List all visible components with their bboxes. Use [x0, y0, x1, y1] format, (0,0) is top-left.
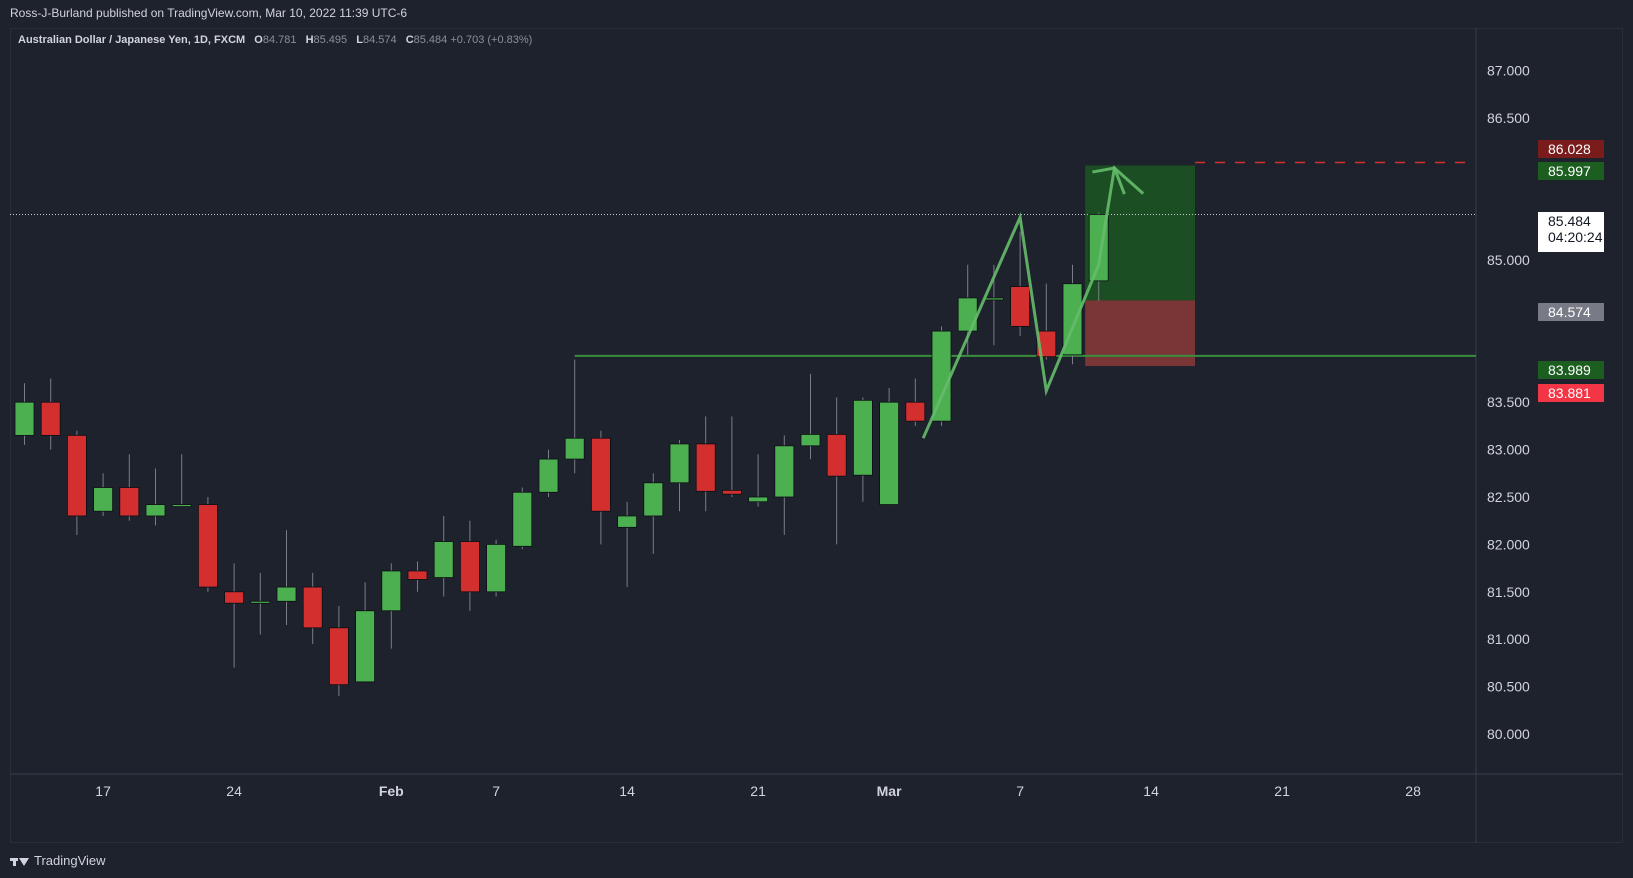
x-tick-label: 17	[95, 783, 111, 799]
x-tick-label: 24	[226, 783, 242, 799]
low-label: L	[356, 34, 363, 46]
candlestick-chart[interactable]: 87.000 86.500 85.000 83.500 83.000 82.500 82.0…	[10, 28, 1623, 843]
chart-frame	[10, 28, 1623, 843]
x-tick-label: 7	[1016, 783, 1024, 799]
last-price-value: 85.484	[1548, 213, 1591, 229]
y-tick-label: 86.500	[1487, 110, 1530, 126]
open-label: O	[254, 34, 263, 46]
y-tick-label: 81.000	[1487, 631, 1530, 647]
candle-body	[957, 297, 978, 332]
candle-body	[931, 330, 952, 422]
candle-body	[433, 541, 454, 578]
candle-body	[564, 437, 585, 460]
y-tick-label: 85.000	[1487, 252, 1530, 268]
candle-body	[512, 491, 533, 547]
candle-body	[381, 570, 402, 612]
candle-body	[302, 586, 323, 629]
publisher-line: Ross-J-Burland published on TradingView.…	[10, 6, 408, 20]
candle-body	[486, 544, 507, 593]
footer-brand[interactable]: TradingView	[10, 853, 106, 868]
y-tick-label: 81.500	[1487, 584, 1530, 600]
candle-body	[459, 541, 480, 593]
candle-body	[826, 434, 847, 477]
candle-body	[643, 482, 664, 517]
projection-arrowhead	[1092, 166, 1126, 195]
footer-brand-label: TradingView	[34, 853, 106, 868]
candle-body	[197, 504, 218, 588]
candle-body	[171, 504, 192, 507]
candle-body	[119, 487, 140, 517]
close-label: C	[405, 34, 414, 46]
candle-body	[250, 600, 271, 604]
symbol-title: Australian Dollar / Japanese Yen, 1D, FX…	[18, 34, 246, 46]
candle-body	[328, 627, 349, 686]
candle-body	[800, 434, 821, 447]
x-tick-label: 28	[1405, 783, 1421, 799]
candle-body	[695, 443, 716, 492]
x-tick-label: Mar	[877, 783, 902, 799]
candle-body	[355, 610, 376, 683]
high-label: H	[305, 34, 314, 46]
x-tick-label: 21	[750, 783, 766, 799]
x-tick-label: 14	[1143, 783, 1159, 799]
candle-body	[538, 458, 559, 493]
candle-body	[669, 443, 690, 484]
x-tick-label: Feb	[379, 783, 404, 799]
candle-body	[853, 399, 873, 476]
candle-body	[591, 437, 611, 512]
candle-body	[722, 489, 742, 495]
price-tag-support: 83.989	[1538, 361, 1604, 379]
change-value: +0.703 (+0.83%)	[450, 34, 533, 46]
candle-body	[984, 297, 1004, 301]
candle-body	[40, 401, 61, 436]
y-tick-label: 83.500	[1487, 394, 1530, 410]
x-tick-label: 14	[619, 783, 635, 799]
candle-body	[93, 487, 113, 512]
y-tick-label: 82.500	[1487, 489, 1530, 505]
candle-body	[905, 401, 926, 422]
y-tick-label: 80.000	[1487, 726, 1530, 742]
y-tick-label: 82.000	[1487, 536, 1530, 552]
candle-body	[748, 496, 768, 503]
price-tag-target: 85.997	[1538, 162, 1604, 180]
tradingview-logo-icon	[10, 856, 30, 866]
y-tick-label: 83.000	[1487, 442, 1530, 458]
candle-body	[276, 586, 297, 602]
open-value: 84.781	[262, 34, 297, 46]
price-tag-stop: 83.881	[1538, 384, 1604, 402]
candle-body	[774, 445, 795, 498]
candle-body	[1010, 286, 1030, 327]
ohlc-legend: Australian Dollar / Japanese Yen, 1D, FX…	[18, 34, 532, 46]
candle-body	[879, 401, 899, 505]
candle-body	[14, 401, 35, 436]
x-tick-label: 7	[492, 783, 500, 799]
candle-body	[67, 434, 87, 517]
projection-arrow	[921, 165, 1145, 439]
candle-body	[224, 591, 245, 604]
countdown-timer: 04:20:24	[1548, 229, 1603, 245]
low-value: 84.574	[362, 34, 397, 46]
candle-body	[617, 515, 637, 528]
close-value: 85.484	[413, 34, 448, 46]
price-tag-last: 85.484 04:20:24	[1538, 212, 1604, 252]
candle-body	[407, 570, 428, 580]
price-tag-stop-top: 86.028	[1538, 140, 1604, 158]
price-tag-entry: 84.574	[1538, 303, 1604, 321]
candle-body	[145, 504, 166, 517]
high-value: 85.495	[313, 34, 348, 46]
y-tick-label: 87.000	[1487, 62, 1530, 78]
y-tick-label: 80.500	[1487, 679, 1530, 695]
x-tick-label: 21	[1274, 783, 1290, 799]
